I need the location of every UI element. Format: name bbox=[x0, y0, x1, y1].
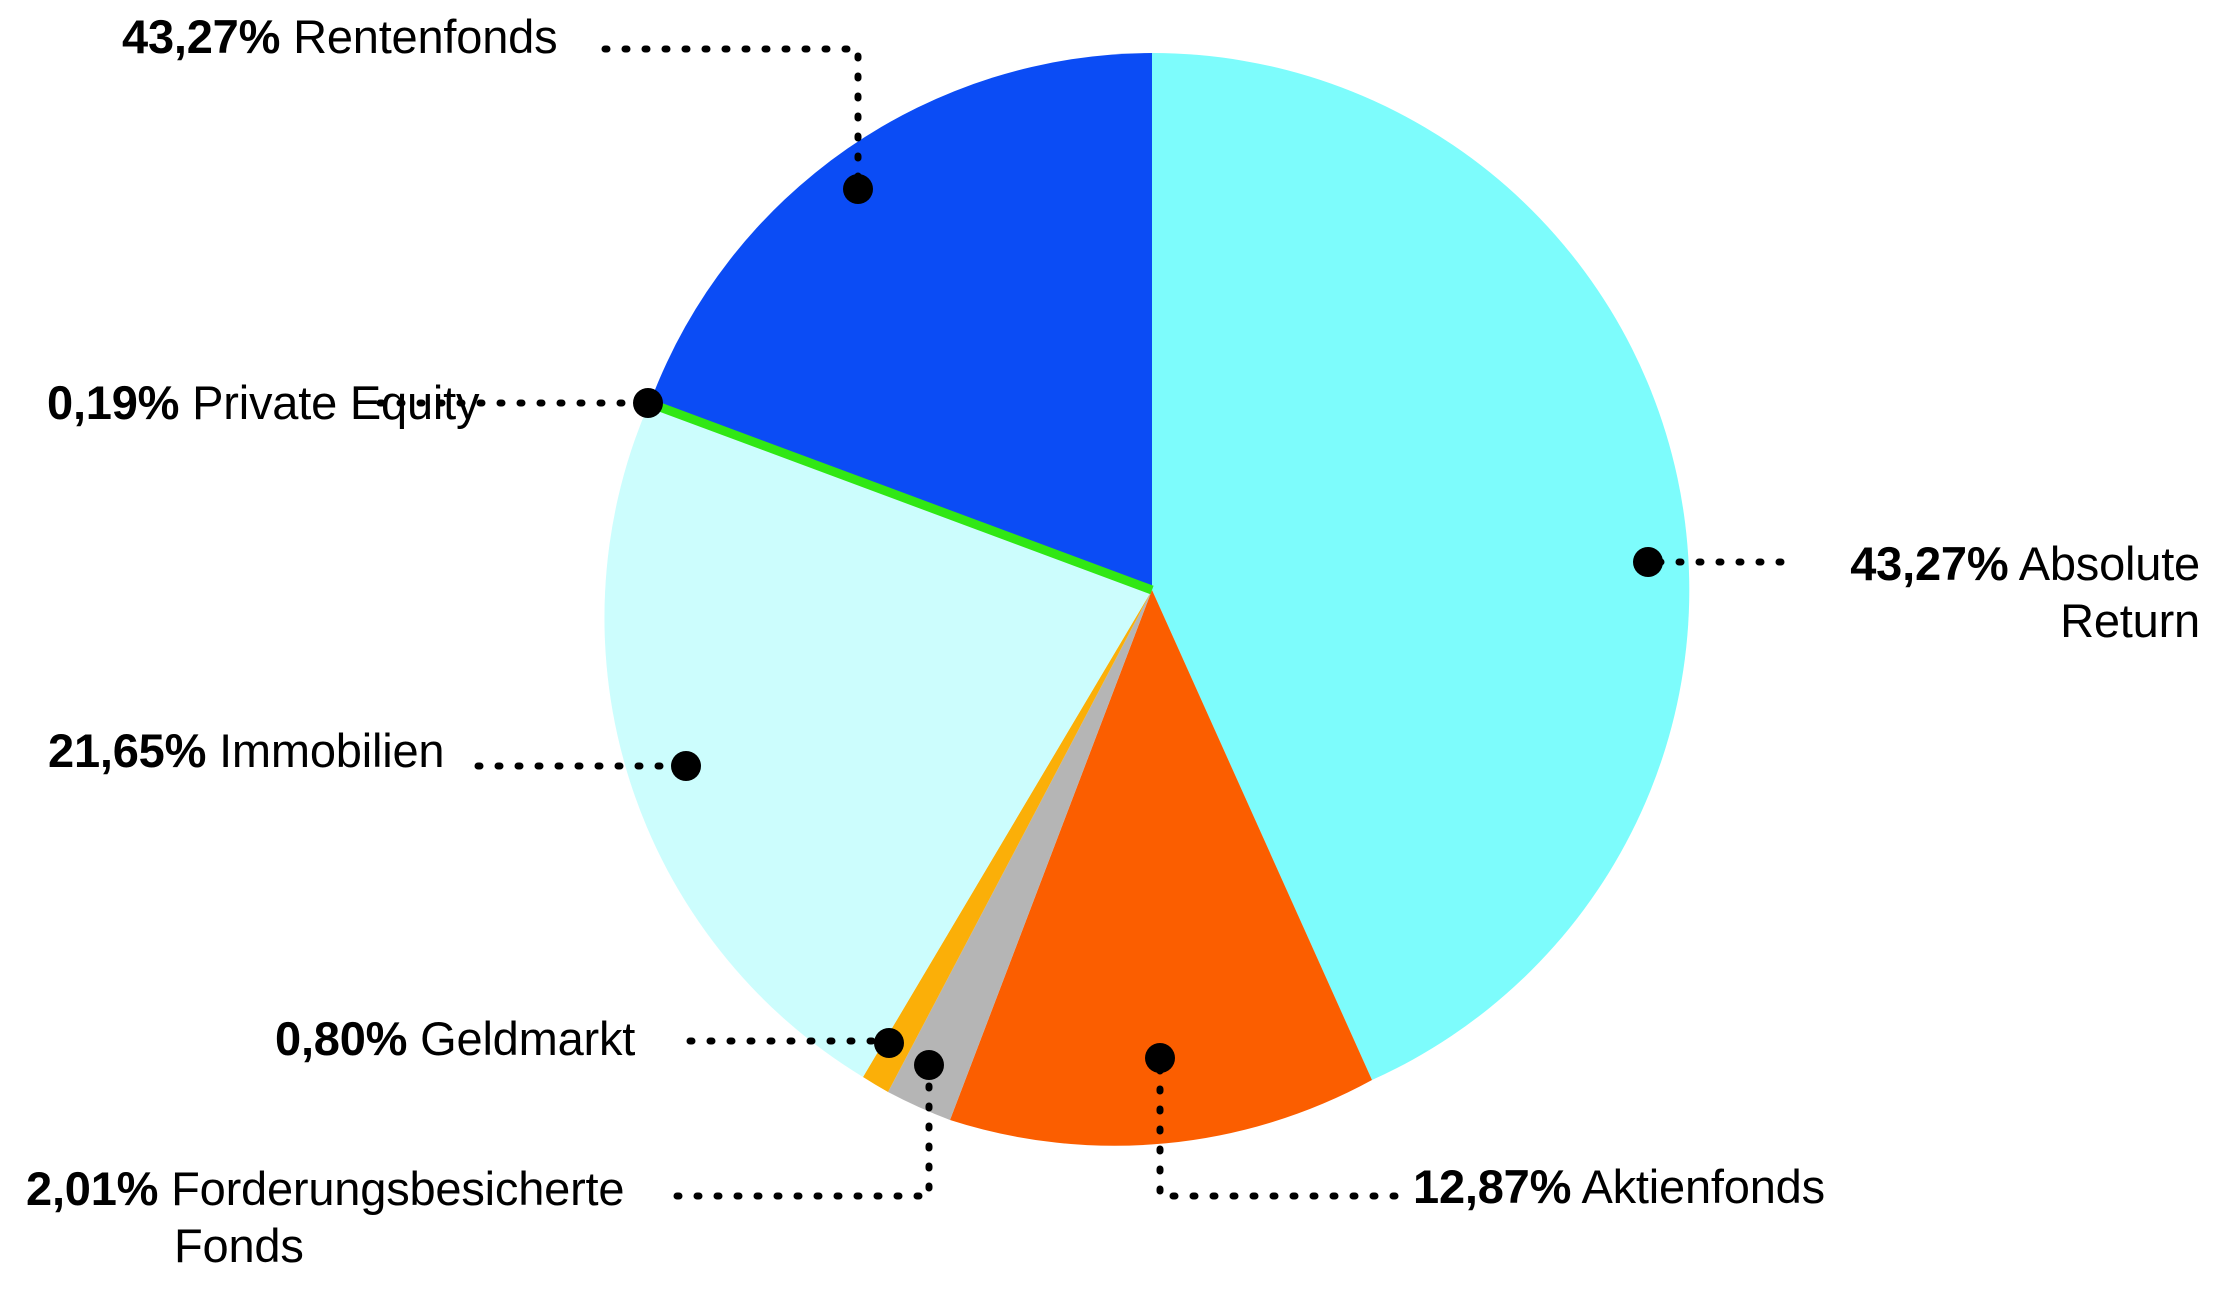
label-forderungsbesicherte-fonds-name-line1: Forderungsbesicherte bbox=[171, 1162, 625, 1215]
label-rentenfonds-percent: 43,27% bbox=[122, 10, 281, 63]
label-forderungsbesicherte-fonds: 2,01% Forderungsbesicherte Fonds bbox=[26, 1160, 666, 1274]
slice-immobilien[interactable] bbox=[604, 406, 1152, 1077]
label-forderungsbesicherte-fonds-name-line2: Fonds bbox=[174, 1219, 304, 1272]
label-absolute-return-name-line2: Return bbox=[2060, 594, 2200, 647]
dot-geldmarkt bbox=[874, 1028, 904, 1058]
dot-aktienfonds bbox=[1145, 1043, 1175, 1073]
label-immobilien: 21,65% Immobilien bbox=[48, 722, 445, 779]
label-aktienfonds: 12,87% Aktienfonds bbox=[1413, 1158, 1825, 1215]
label-aktienfonds-percent: 12,87% bbox=[1413, 1160, 1572, 1213]
label-absolute-return-percent: 43,27% bbox=[1850, 537, 2009, 590]
label-geldmarkt-name: Geldmarkt bbox=[420, 1012, 636, 1065]
dot-absolute-return bbox=[1633, 547, 1663, 577]
slice-rentenfonds[interactable] bbox=[651, 53, 1152, 590]
slice-absolute-return[interactable] bbox=[1152, 52, 1690, 1081]
label-immobilien-percent: 21,65% bbox=[48, 724, 207, 777]
private-equity-edge-highlight bbox=[647, 398, 1154, 595]
label-rentenfonds-name: Rentenfonds bbox=[293, 10, 558, 63]
slice-geldmarkt[interactable] bbox=[863, 590, 1152, 1092]
label-absolute-return-name-line1: Absolute bbox=[2018, 537, 2201, 590]
leader-rentenfonds bbox=[601, 45, 862, 187]
pie-slices bbox=[604, 52, 1690, 1146]
leader-dots bbox=[633, 174, 1663, 1080]
slice-forderungsbesicherte-fonds[interactable] bbox=[888, 590, 1152, 1120]
slice-aktienfonds[interactable] bbox=[950, 590, 1372, 1146]
label-geldmarkt-percent: 0,80% bbox=[275, 1012, 408, 1065]
label-private-equity: 0,19% Private Equity bbox=[47, 374, 480, 431]
leader-forderungsbesicherte-fonds bbox=[673, 1067, 933, 1200]
dot-forderungsbesicherte-fonds bbox=[914, 1050, 944, 1080]
dot-rentenfonds bbox=[843, 174, 873, 204]
label-immobilien-name: Immobilien bbox=[219, 724, 445, 777]
label-aktienfonds-name: Aktienfonds bbox=[1581, 1160, 1825, 1213]
label-private-equity-percent: 0,19% bbox=[47, 376, 180, 429]
dot-immobilien bbox=[671, 751, 701, 781]
label-forderungsbesicherte-fonds-percent: 2,01% bbox=[26, 1162, 159, 1215]
label-absolute-return: 43,27% Absolute Return bbox=[1810, 535, 2200, 649]
leader-lines bbox=[376, 45, 1794, 1200]
label-geldmarkt: 0,80% Geldmarkt bbox=[275, 1010, 635, 1067]
label-private-equity-name: Private Equity bbox=[192, 376, 480, 429]
dot-private-equity bbox=[633, 388, 663, 418]
leader-aktienfonds bbox=[1156, 1061, 1399, 1200]
label-rentenfonds: 43,27% Rentenfonds bbox=[122, 8, 558, 65]
